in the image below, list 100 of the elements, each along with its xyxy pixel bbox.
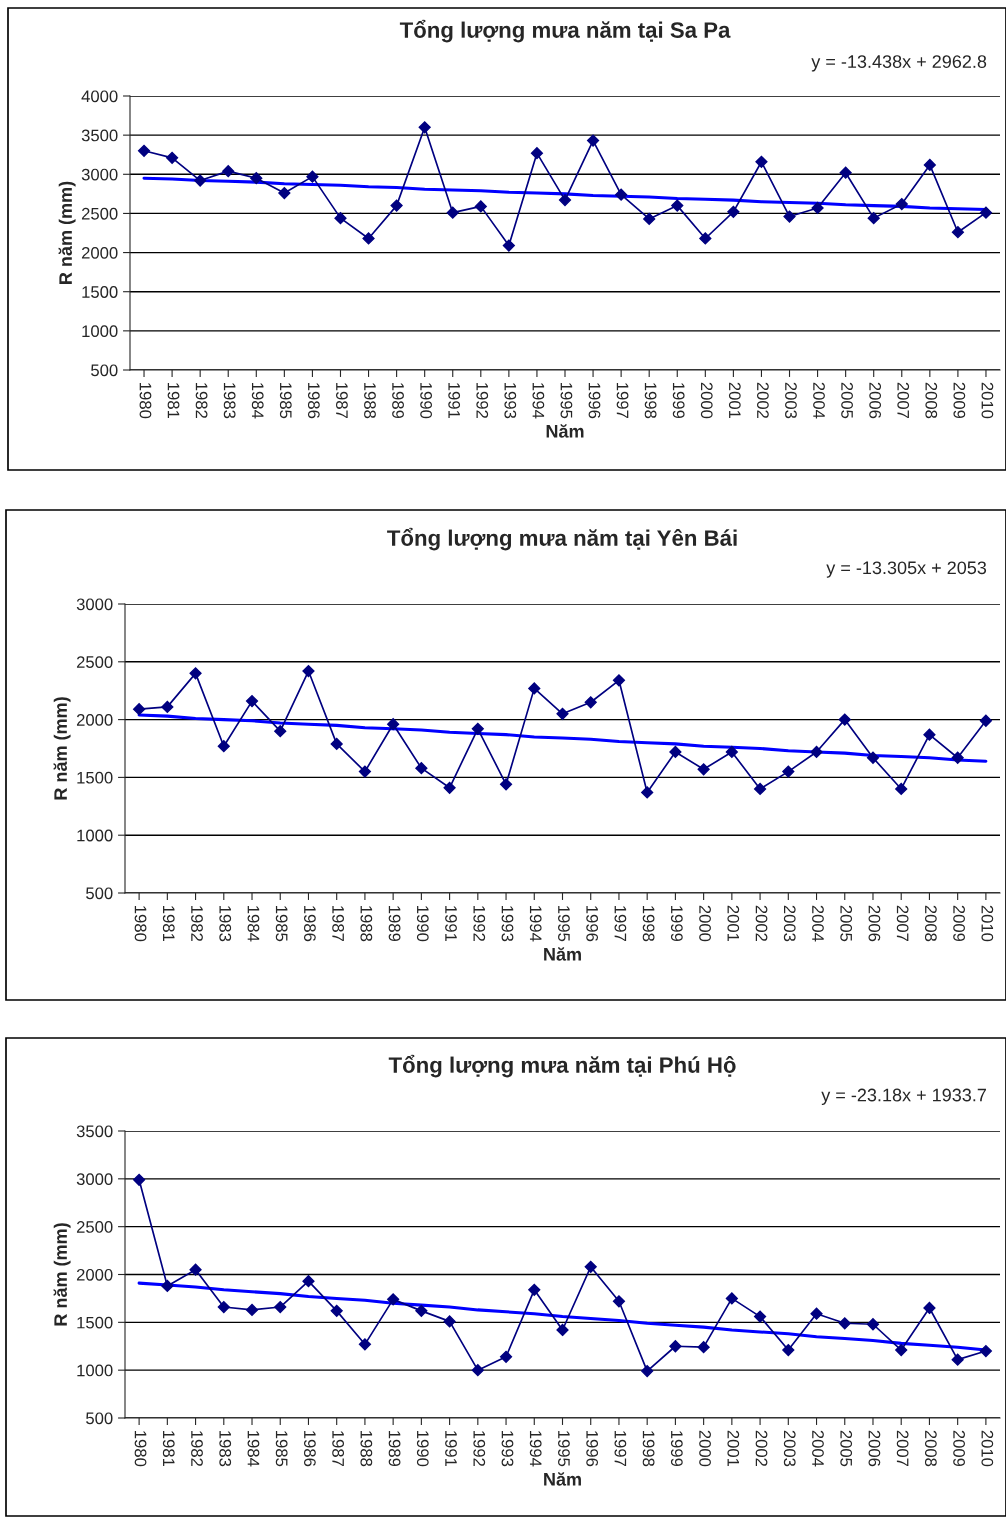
point bbox=[161, 1279, 174, 1293]
point bbox=[390, 199, 403, 212]
x-tick-label: 1981 bbox=[162, 906, 175, 942]
point bbox=[923, 1301, 936, 1315]
point bbox=[362, 232, 375, 245]
y-tick-label: 3000 bbox=[81, 168, 118, 181]
point bbox=[923, 158, 936, 171]
point bbox=[615, 188, 628, 201]
x-tick-label: 2006 bbox=[869, 382, 882, 419]
point bbox=[810, 1307, 823, 1320]
x-tick-label: 2008 bbox=[924, 1430, 937, 1467]
point bbox=[306, 170, 319, 183]
chart-title: Tổng lượng mưa năm tại Yên Bái bbox=[387, 527, 737, 551]
x-tick-label: 2009 bbox=[953, 1430, 965, 1467]
point bbox=[584, 696, 597, 709]
x-tick-label: 1984 bbox=[251, 383, 264, 419]
point bbox=[166, 151, 179, 164]
x-tick-label: 2002 bbox=[755, 905, 768, 942]
point bbox=[302, 1275, 315, 1288]
x-tick-label: 1990 bbox=[416, 1431, 429, 1467]
x-tick-label: 1994 bbox=[529, 906, 542, 942]
x-tick-label: 1980 bbox=[134, 1431, 147, 1467]
x-tick-label: 2000 bbox=[700, 382, 713, 419]
x-tick-label: 2004 bbox=[812, 1430, 824, 1467]
point bbox=[979, 714, 992, 727]
x-tick-label: 1985 bbox=[275, 1431, 288, 1467]
y-tick-label: 3000 bbox=[76, 598, 113, 611]
point bbox=[669, 1340, 682, 1353]
point bbox=[895, 782, 908, 796]
point bbox=[334, 212, 347, 225]
text: y = -13.305x + 2053 bbox=[826, 561, 987, 578]
x-tick-label: 2010 bbox=[981, 905, 994, 942]
y-tick-label: 1500 bbox=[77, 1316, 113, 1329]
point bbox=[443, 1315, 456, 1328]
x-tick-label: 1980 bbox=[139, 383, 152, 419]
point bbox=[471, 1364, 484, 1377]
x-tick-label: 1994 bbox=[529, 1431, 542, 1467]
point bbox=[641, 1365, 654, 1378]
point bbox=[697, 1341, 710, 1354]
x-tick-label: 1982 bbox=[191, 1431, 203, 1467]
point bbox=[499, 778, 513, 791]
x-tick-label: 2000 bbox=[699, 1430, 711, 1467]
y-tick-label: 2000 bbox=[76, 1268, 113, 1281]
point bbox=[838, 713, 851, 726]
point bbox=[330, 1304, 343, 1317]
y-tick-label: 500 bbox=[86, 1412, 113, 1425]
y-tick-label: 4000 bbox=[81, 90, 118, 103]
x-tick-label: 1991 bbox=[445, 906, 457, 942]
x-tick-label: 1989 bbox=[388, 906, 401, 942]
x-tick-label: 1992 bbox=[476, 383, 489, 419]
x-tick-label: 2001 bbox=[727, 905, 740, 942]
x-tick-label: 1985 bbox=[279, 383, 292, 419]
x-tick-label: 1991 bbox=[448, 383, 461, 419]
x-tick-label: 1995 bbox=[560, 383, 573, 419]
x-tick-label: 1995 bbox=[558, 1431, 570, 1467]
point bbox=[415, 1304, 428, 1317]
point bbox=[810, 745, 823, 759]
point bbox=[556, 1323, 569, 1337]
point bbox=[530, 147, 544, 160]
x-tick-label: 1997 bbox=[614, 906, 627, 942]
point bbox=[387, 718, 400, 731]
point bbox=[867, 212, 880, 225]
point bbox=[443, 781, 456, 794]
point bbox=[133, 703, 146, 716]
y-tick-label: 2500 bbox=[76, 656, 113, 668]
y-tick-label: 2500 bbox=[81, 207, 118, 220]
x-tick-label: 2004 bbox=[812, 905, 824, 942]
point bbox=[727, 205, 740, 218]
x-tick-label: 2001 bbox=[727, 1430, 740, 1467]
chart-title: Tổng lượng mưa năm tại Sa Pa bbox=[399, 19, 731, 43]
x-axis-title: Năm bbox=[546, 424, 584, 438]
x-tick-label: 1999 bbox=[670, 906, 683, 942]
y-tick-label: 1000 bbox=[82, 325, 118, 338]
x-tick-label: 2006 bbox=[868, 905, 881, 942]
y-tick-label: 1000 bbox=[77, 829, 113, 842]
x-tick-label: 1986 bbox=[307, 383, 320, 419]
x-tick-label: 1981 bbox=[162, 1431, 175, 1467]
x-tick-label: 1990 bbox=[420, 383, 433, 419]
x-tick-label: 1994 bbox=[532, 383, 545, 419]
x-tick-label: 1992 bbox=[473, 906, 486, 942]
x-tick-label: 2003 bbox=[783, 1430, 796, 1467]
y-tick-label: 2500 bbox=[76, 1221, 113, 1233]
point bbox=[556, 707, 569, 720]
point bbox=[951, 751, 964, 764]
x-tick-label: 1995 bbox=[558, 906, 570, 942]
x-tick-label: 1988 bbox=[360, 906, 373, 942]
point bbox=[641, 786, 654, 799]
point bbox=[217, 1300, 230, 1314]
x-tick-label: 1996 bbox=[586, 1431, 599, 1467]
point bbox=[753, 782, 767, 796]
point bbox=[245, 1303, 259, 1316]
point bbox=[866, 1318, 880, 1331]
x-tick-label: 1987 bbox=[332, 906, 345, 942]
point bbox=[194, 174, 207, 187]
x-tick-label: 1990 bbox=[416, 906, 429, 942]
x-tick-label: 1993 bbox=[501, 1431, 514, 1467]
x-tick-label: 2004 bbox=[813, 382, 825, 419]
point bbox=[697, 763, 710, 776]
point bbox=[387, 1293, 400, 1306]
x-tick-label: 1983 bbox=[219, 906, 232, 942]
